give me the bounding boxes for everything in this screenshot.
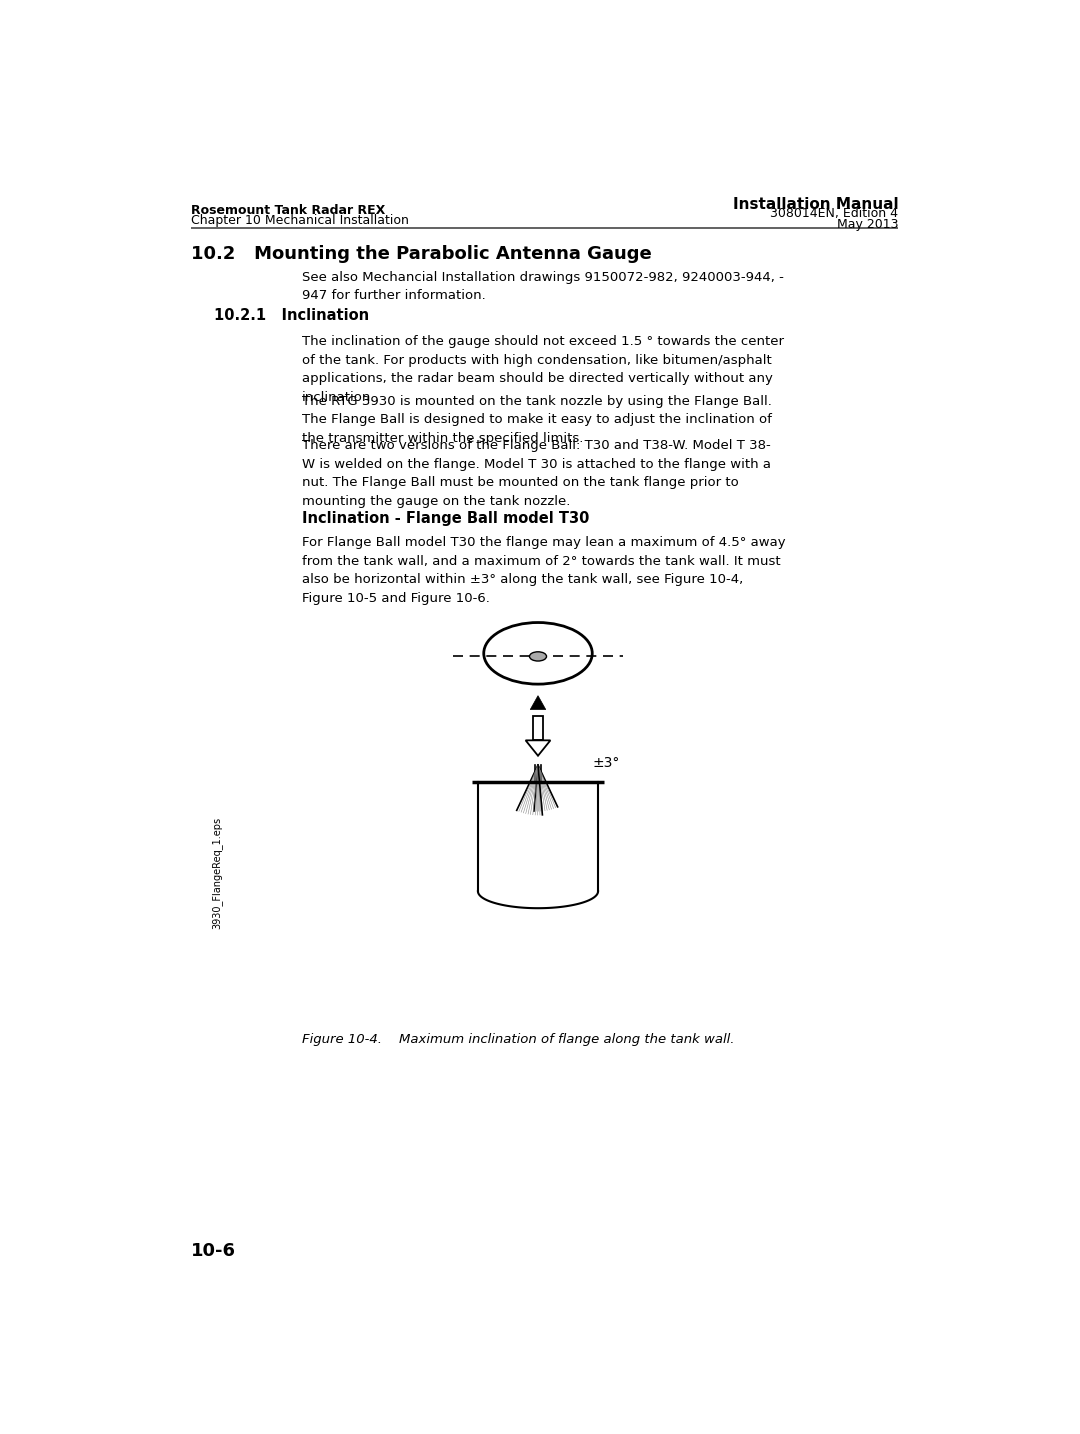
Text: 10.2.1   Inclination: 10.2.1 Inclination [214, 308, 369, 324]
Text: Figure 10-4.    Maximum inclination of flange along the tank wall.: Figure 10-4. Maximum inclination of flan… [301, 1032, 734, 1045]
Text: For Flange Ball model T30 the flange may lean a maximum of 4.5° away
from the ta: For Flange Ball model T30 the flange may… [301, 536, 785, 605]
Text: 10.2   Mounting the Parabolic Antenna Gauge: 10.2 Mounting the Parabolic Antenna Gaug… [191, 245, 651, 264]
Text: 308014EN, Edition 4: 308014EN, Edition 4 [770, 208, 899, 221]
Text: Rosemount Tank Radar REX: Rosemount Tank Radar REX [191, 205, 386, 218]
Bar [532, 716, 543, 740]
Text: There are two versions of the Flange Ball: T30 and T38-W. Model T 38-
W is welde: There are two versions of the Flange Bal… [301, 439, 771, 508]
Text: 3930_FlangeReq_1.eps: 3930_FlangeReq_1.eps [211, 817, 221, 929]
Polygon shape [526, 740, 551, 756]
Text: Installation Manual: Installation Manual [732, 196, 899, 212]
Text: ±3°: ±3° [592, 757, 620, 770]
Polygon shape [530, 695, 545, 710]
Text: Chapter 10 Mechanical Installation: Chapter 10 Mechanical Installation [191, 215, 408, 228]
Ellipse shape [529, 652, 546, 661]
Text: Inclination - Flange Ball model T30: Inclination - Flange Ball model T30 [301, 511, 589, 526]
Text: 10-6: 10-6 [191, 1242, 235, 1260]
Text: The inclination of the gauge should not exceed 1.5 ° towards the center
of the t: The inclination of the gauge should not … [301, 336, 784, 404]
Text: See also Mechancial Installation drawings 9150072-982, 9240003-944, -
947 for fu: See also Mechancial Installation drawing… [301, 271, 783, 303]
Text: The RTG 3930 is mounted on the tank nozzle by using the Flange Ball.
The Flange : The RTG 3930 is mounted on the tank nozz… [301, 394, 771, 445]
Text: May 2013: May 2013 [837, 218, 899, 231]
